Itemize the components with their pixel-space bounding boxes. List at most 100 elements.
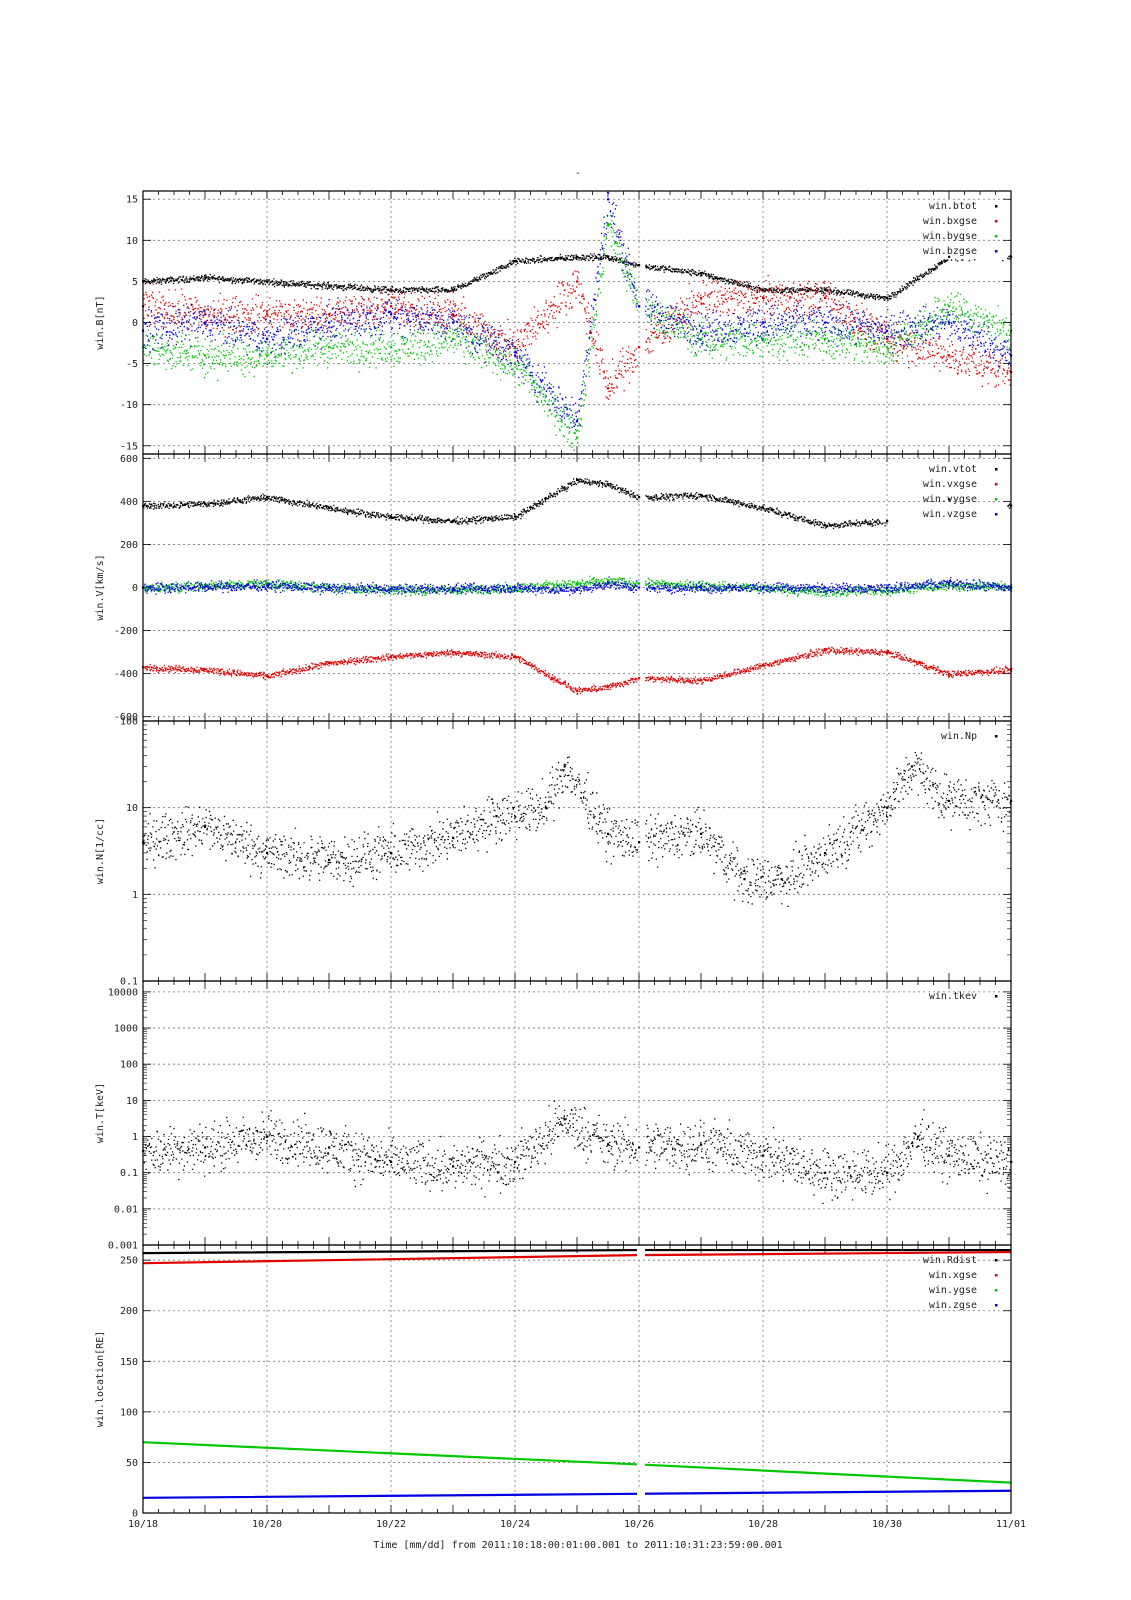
data-gap [637, 1251, 645, 1260]
panel-5: 0 50 100 150 200 250 win.location[RE] win.Rdist… [95, 1244, 1012, 1520]
data-point [607, 198, 610, 201]
data-point [514, 354, 517, 357]
series-line [142, 1250, 1012, 1265]
data-point [328, 858, 331, 862]
data-point [495, 815, 498, 818]
x-tick-label: 10/28 [748, 1519, 778, 1530]
data-point [204, 321, 207, 324]
data-point [452, 313, 455, 316]
x-tick-label: 11/01 [996, 1519, 1026, 1530]
data-point [948, 321, 951, 324]
legend-entry: win.btot [929, 201, 977, 212]
x-tick-label: 10/22 [376, 1519, 406, 1530]
data-point [948, 255, 951, 258]
data-point [762, 506, 765, 510]
series-win-zgse [142, 1489, 1012, 1499]
plot-area [142, 1246, 1012, 1499]
data-point [886, 806, 889, 809]
data-point [204, 354, 207, 357]
y-tick-label: 10 [126, 803, 138, 814]
y-axis-label: win.N[1/cc] [95, 818, 106, 884]
data-point [607, 832, 610, 835]
data-point [390, 851, 393, 855]
y-tick-label: 200 [120, 540, 138, 551]
data-point [204, 276, 207, 279]
data-point [762, 586, 765, 589]
y-tick-label: -600 [114, 712, 138, 723]
series-win-ygse [142, 1441, 1012, 1484]
y-tick-label: 100 [120, 717, 138, 728]
legend-entry: win.Np [941, 731, 977, 742]
data-point [514, 1160, 517, 1163]
y-axis-label: win.T[keV] [95, 1083, 106, 1143]
data-point [452, 288, 455, 291]
y-tick-label: 0.1 [120, 1168, 138, 1179]
x-axis-title: Time [mm/dd] from 2011:10:18:00:01:00.00… [373, 1540, 782, 1551]
series-win-Rdist [142, 1246, 1011, 1255]
data-gap [637, 1460, 645, 1469]
data-point [390, 1160, 393, 1163]
panel-frame [142, 980, 1012, 1246]
data-point [886, 519, 889, 522]
data-point [948, 1154, 951, 1157]
series-points [143, 575, 1013, 598]
data-point [700, 337, 703, 341]
data-point [948, 672, 951, 675]
data-point [266, 337, 269, 341]
data-point [638, 676, 641, 680]
data-point [390, 313, 393, 316]
data-point [266, 313, 269, 316]
y-tick-label: 150 [120, 1357, 138, 1368]
series-win-bzgse [142, 192, 1013, 429]
series-points [143, 646, 1013, 695]
data-point [576, 436, 579, 439]
panel-2: -600 -400 -200 0 200 400 600 win.V[km/s] win.vto… [95, 453, 1013, 723]
data-point [328, 321, 331, 324]
data-point [948, 498, 951, 501]
plot-area [142, 477, 1013, 695]
data-point [328, 1146, 331, 1149]
data-point [576, 582, 579, 585]
y-tick-label: -10 [120, 400, 138, 411]
y-tick-label: 0 [132, 318, 138, 329]
legend-swatch [995, 1289, 998, 1292]
data-point [545, 806, 548, 809]
data-point [452, 836, 455, 839]
data-point [762, 296, 765, 300]
data-point [948, 799, 951, 803]
data-point [948, 305, 951, 308]
data-point [638, 346, 641, 349]
y-tick-label: 15 [126, 195, 138, 206]
x-tick-label: 10/24 [500, 1519, 530, 1530]
series-win-Np [142, 752, 1013, 907]
data-point [514, 362, 517, 365]
data-point [452, 321, 455, 324]
data-point [576, 420, 579, 423]
data-point [204, 1146, 207, 1149]
y-tick-label: 0.001 [108, 1241, 138, 1252]
legend-swatch [995, 205, 998, 208]
y-tick-label: 1000 [114, 1024, 138, 1035]
series-line [142, 1489, 1012, 1499]
data-point [266, 674, 269, 677]
data-point [700, 832, 703, 835]
data-point [886, 346, 889, 349]
data-point [917, 1135, 920, 1138]
series-win-vxgse [142, 646, 1013, 695]
series-win-tkev [142, 1100, 1013, 1204]
legend-swatch [995, 483, 998, 486]
legend-swatch [995, 468, 998, 471]
data-point [563, 765, 566, 768]
data-point [824, 851, 827, 855]
data-point [886, 588, 889, 591]
legend-swatch [995, 1274, 998, 1277]
y-tick-label: 1 [132, 1132, 138, 1143]
data-point [390, 305, 393, 308]
series-points [142, 752, 1012, 907]
y-tick-label: 50 [126, 1458, 138, 1469]
y-tick-label: 100 [120, 1060, 138, 1071]
y-tick-label: 10 [126, 236, 138, 247]
legend-entry: win.vxgse [923, 479, 977, 490]
data-point [514, 586, 517, 589]
